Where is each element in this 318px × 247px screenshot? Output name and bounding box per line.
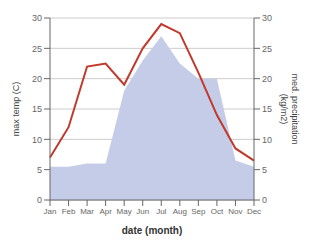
svg-text:Oct: Oct — [211, 207, 224, 216]
svg-text:Jul: Jul — [156, 207, 166, 216]
svg-text:30: 30 — [262, 13, 272, 23]
svg-text:5: 5 — [262, 165, 267, 175]
svg-text:15: 15 — [262, 104, 272, 114]
svg-text:Apr: Apr — [99, 207, 112, 216]
svg-text:10: 10 — [262, 135, 272, 145]
svg-text:Mar: Mar — [80, 207, 94, 216]
svg-text:30: 30 — [32, 13, 42, 23]
svg-text:Nov: Nov — [228, 207, 242, 216]
svg-text:15: 15 — [32, 104, 42, 114]
svg-text:May: May — [117, 207, 132, 216]
svg-text:20: 20 — [32, 74, 42, 84]
svg-text:5: 5 — [37, 165, 42, 175]
svg-text:Feb: Feb — [62, 207, 76, 216]
svg-text:Sep: Sep — [191, 207, 206, 216]
svg-text:20: 20 — [262, 74, 272, 84]
svg-text:med. precipitation(kg/m2): med. precipitation(kg/m2) — [279, 73, 300, 144]
svg-text:0: 0 — [262, 195, 267, 205]
svg-text:25: 25 — [32, 44, 42, 54]
svg-text:Jun: Jun — [136, 207, 149, 216]
svg-text:10: 10 — [32, 135, 42, 145]
svg-text:25: 25 — [262, 44, 272, 54]
svg-text:Aug: Aug — [173, 207, 187, 216]
svg-text:Dec: Dec — [247, 207, 261, 216]
svg-text:0: 0 — [37, 195, 42, 205]
svg-text:max temp (C): max temp (C) — [11, 82, 21, 137]
svg-text:Jan: Jan — [44, 207, 57, 216]
svg-text:date (month): date (month) — [122, 225, 183, 236]
